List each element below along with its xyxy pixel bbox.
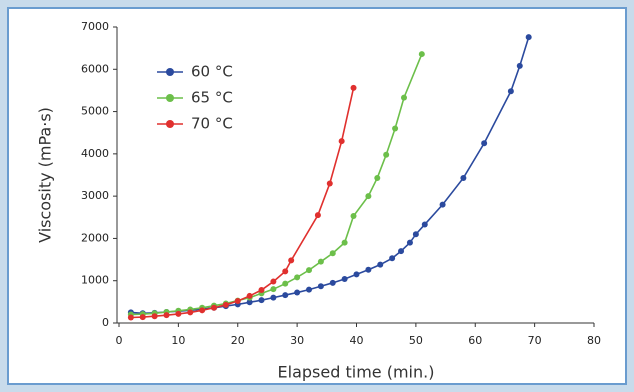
x-tick-label: 40 [350, 334, 364, 347]
y-tick-label: 2000 [81, 231, 109, 244]
x-tick-label: 60 [468, 334, 482, 347]
data-point [306, 267, 312, 274]
data-point [481, 140, 488, 147]
panel [7, 7, 627, 385]
x-tick-label: 0 [116, 334, 123, 347]
data-point [329, 250, 336, 257]
data-point [294, 274, 301, 281]
data-point [282, 292, 289, 299]
data-point [175, 310, 182, 317]
data-point [341, 276, 348, 283]
x-tick-label: 30 [290, 334, 304, 347]
data-point [270, 286, 277, 293]
x-tick-label: 80 [587, 334, 601, 347]
data-point [222, 301, 229, 308]
data-point [139, 314, 146, 321]
data-point [353, 271, 360, 278]
data-point [377, 261, 384, 268]
data-point [350, 213, 357, 220]
y-tick-label: 5000 [81, 105, 109, 118]
data-point [439, 201, 446, 208]
data-point [374, 174, 381, 181]
y-tick-label: 7000 [81, 20, 109, 33]
data-point [211, 304, 217, 311]
data-point [246, 299, 253, 306]
y-tick-label: 0 [102, 316, 109, 329]
data-point [163, 312, 170, 319]
data-point [412, 231, 419, 238]
data-point [418, 51, 425, 58]
y-tick-label: 6000 [81, 62, 109, 75]
data-point [306, 286, 312, 293]
legend-marker [166, 68, 174, 76]
legend-label: 70 °C [191, 115, 233, 133]
data-point [507, 88, 514, 95]
data-point [350, 84, 357, 91]
data-point [294, 289, 301, 296]
data-point [341, 239, 348, 246]
data-point [258, 297, 265, 304]
data-point [516, 62, 523, 69]
data-point [389, 255, 396, 262]
data-point [288, 257, 295, 264]
y-tick-label: 3000 [81, 189, 109, 202]
y-axis-title: Viscosity (mPa·s) [36, 107, 55, 243]
x-axis-title: Elapsed time (min.) [278, 363, 435, 382]
data-point [314, 212, 321, 219]
legend-marker [166, 94, 174, 102]
data-point [270, 294, 277, 301]
data-point [151, 313, 158, 320]
data-point [317, 258, 324, 265]
data-point [199, 307, 206, 314]
data-point [525, 34, 532, 41]
data-point [270, 278, 277, 285]
legend-marker [166, 120, 174, 128]
data-point [365, 193, 372, 200]
data-point [383, 151, 390, 158]
data-point [234, 298, 241, 305]
data-point [401, 94, 407, 101]
data-point [460, 174, 467, 181]
data-point [317, 283, 324, 290]
data-point [246, 292, 253, 299]
data-point [392, 125, 399, 132]
y-tick-label: 4000 [81, 147, 109, 160]
data-point [406, 239, 413, 246]
data-point [187, 309, 194, 316]
data-point [282, 268, 289, 275]
x-tick-label: 50 [409, 334, 423, 347]
legend-label: 60 °C [191, 63, 233, 81]
legend-label: 65 °C [191, 89, 233, 107]
data-point [398, 248, 405, 255]
data-point [282, 280, 289, 287]
data-point [329, 279, 336, 286]
data-point [421, 221, 428, 228]
data-point [258, 287, 265, 294]
data-point [127, 314, 134, 321]
x-tick-label: 70 [528, 334, 542, 347]
x-tick-label: 20 [231, 334, 245, 347]
data-point [326, 180, 333, 187]
x-tick-label: 10 [171, 334, 185, 347]
y-tick-label: 1000 [81, 274, 109, 287]
data-point [365, 266, 372, 273]
data-point [338, 138, 345, 145]
